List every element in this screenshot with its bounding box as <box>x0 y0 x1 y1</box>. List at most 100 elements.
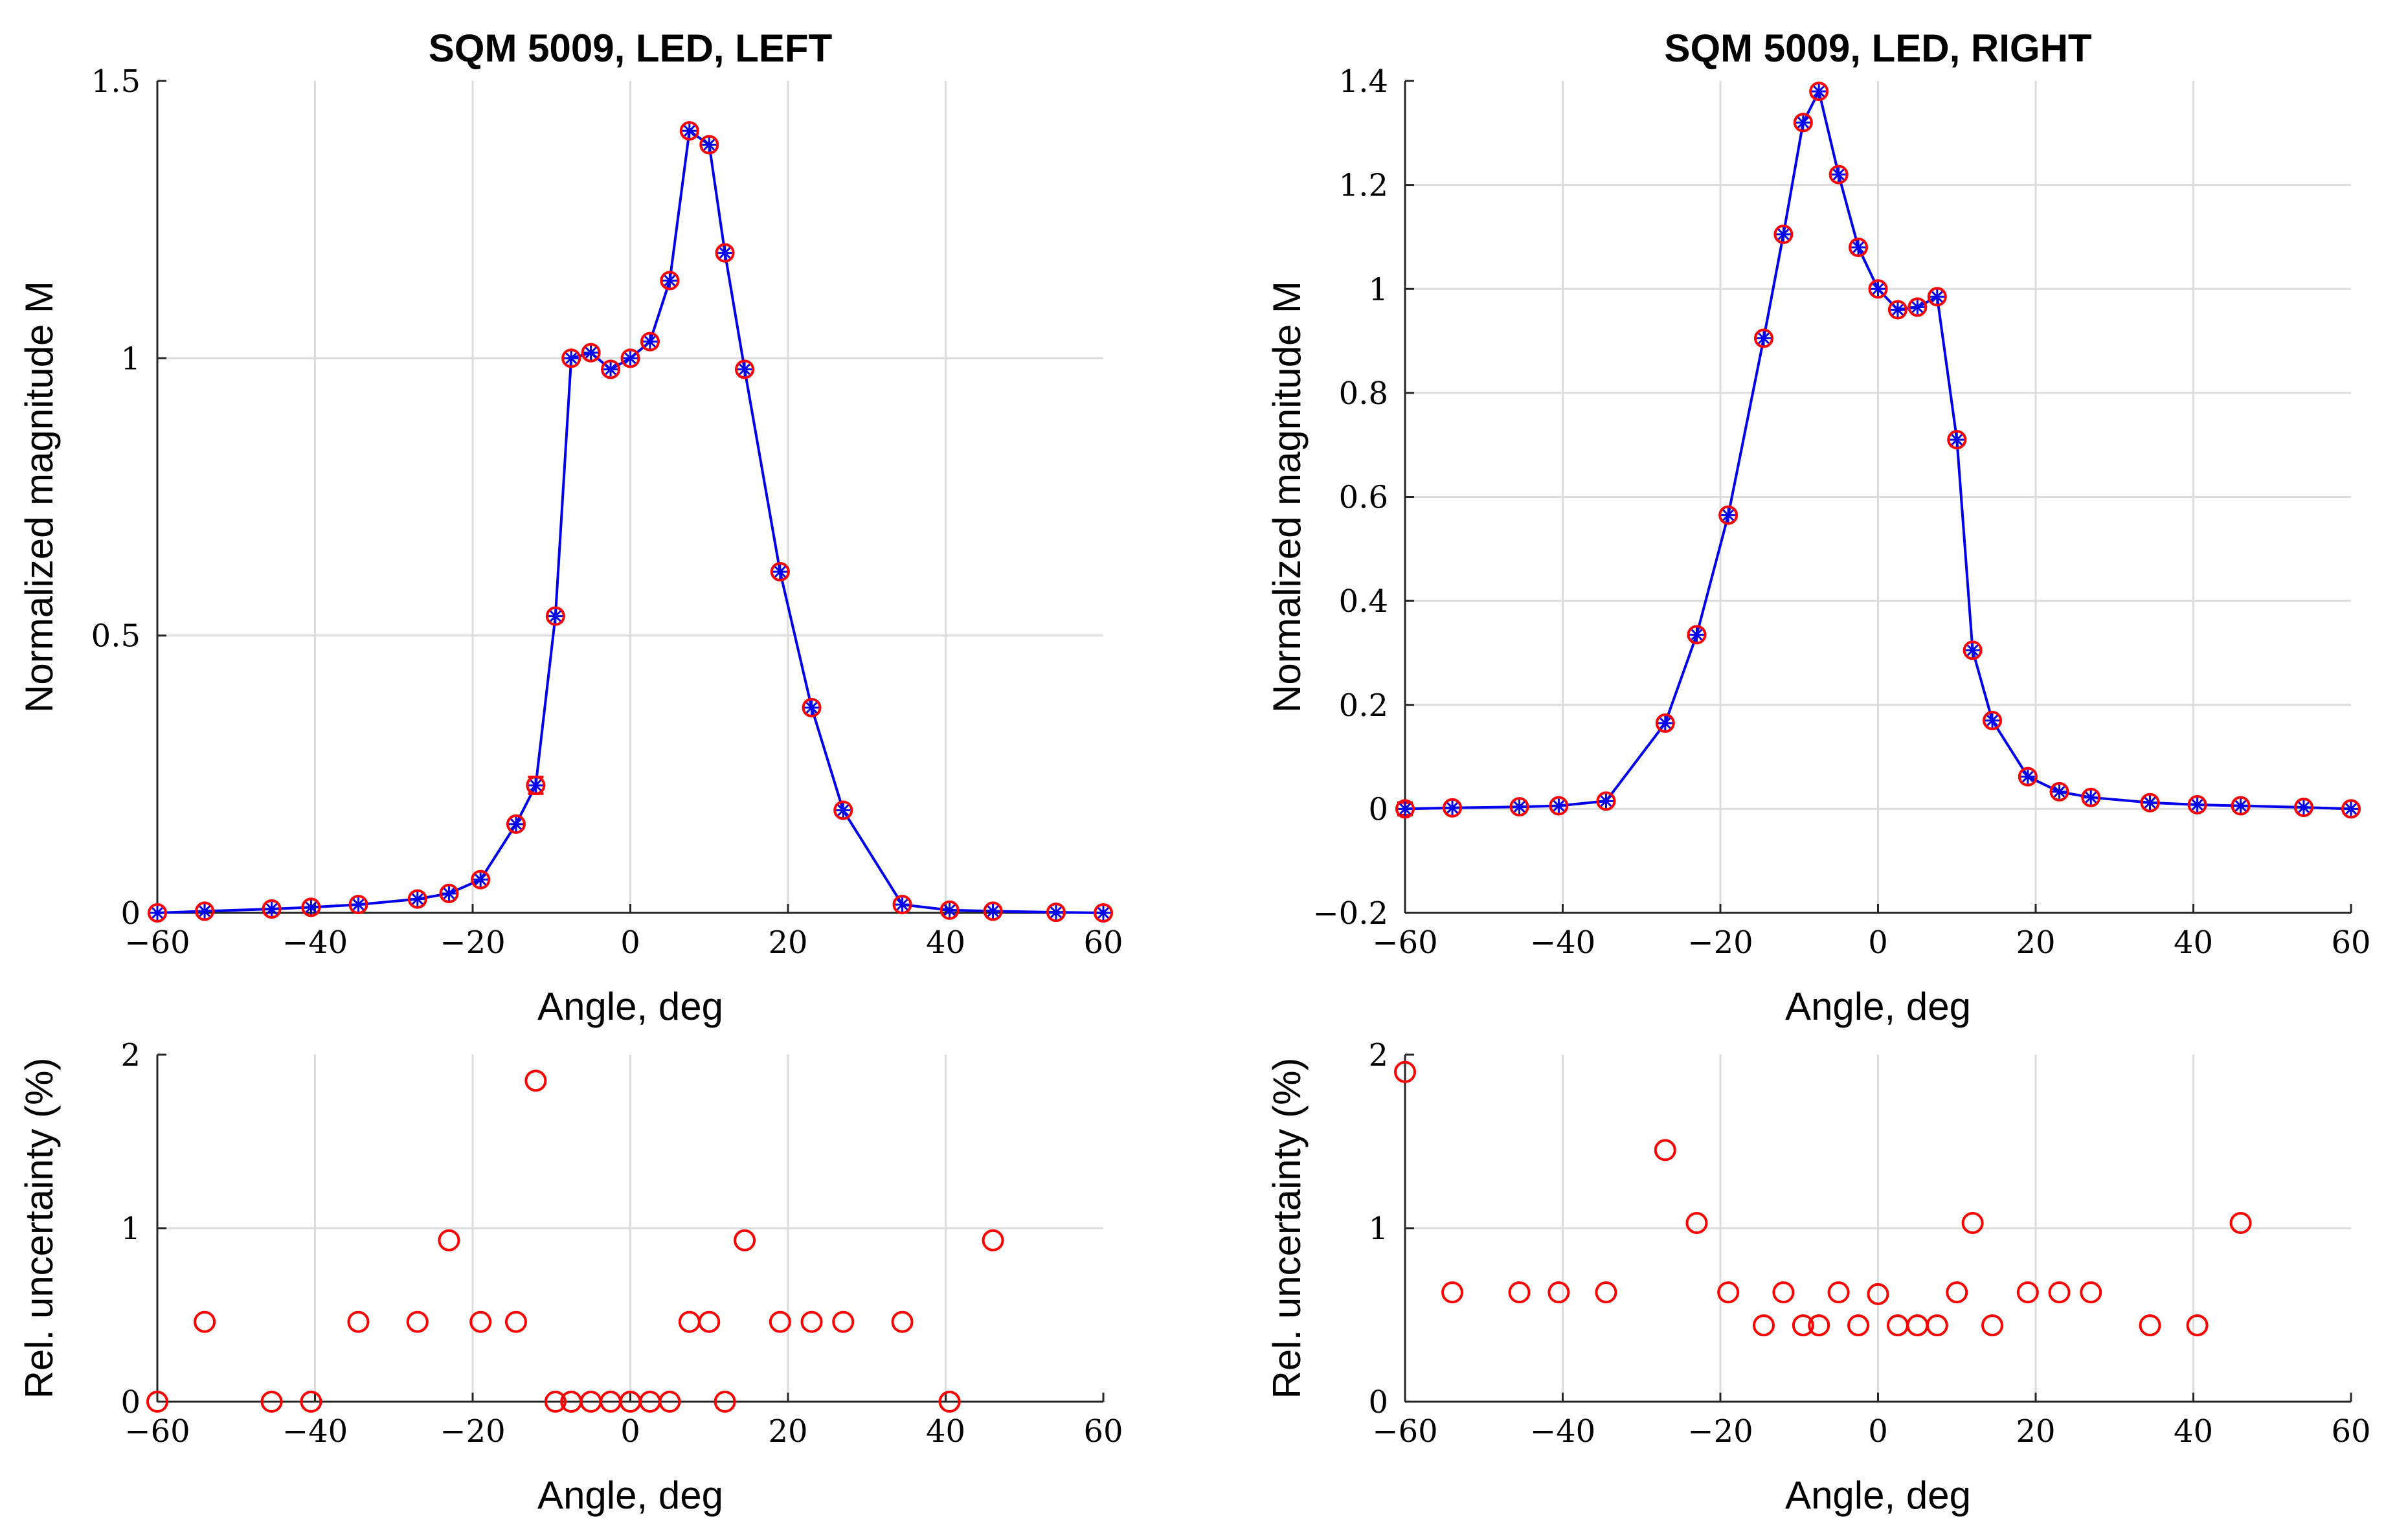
data-point-circle <box>802 698 822 718</box>
data-point <box>1443 798 1463 818</box>
data-point-star <box>585 346 597 359</box>
data-point <box>2139 1314 2161 1337</box>
data-point <box>698 1310 721 1333</box>
data-point-star <box>664 275 676 287</box>
data-point-circle <box>1947 430 1967 450</box>
data-point <box>940 900 960 920</box>
y-tick-label: 0.5 <box>91 618 141 655</box>
data-point <box>983 901 1003 921</box>
x-tick-label: 0 <box>1868 925 1888 961</box>
x-tick-label: −60 <box>1372 1413 1437 1450</box>
data-point-star <box>1691 629 1703 641</box>
data-point-circle <box>1868 279 1888 299</box>
data-point <box>715 243 735 263</box>
x-axis-label: Angle, deg <box>1785 1474 1971 1517</box>
data-point <box>2140 792 2160 813</box>
data-point-star <box>199 905 210 917</box>
data-point-star <box>1553 800 1565 812</box>
data-point-star <box>805 702 818 713</box>
data-point <box>2187 794 2207 814</box>
y-tick-label: 0 <box>120 1384 141 1420</box>
data-point <box>1847 1314 1870 1337</box>
data-point-circle <box>262 899 282 919</box>
data-point <box>1907 297 1928 317</box>
data-point <box>194 1310 216 1333</box>
data-point-circle <box>1655 713 1675 733</box>
data-point-star <box>530 780 542 791</box>
data-point-star <box>1966 644 1979 656</box>
data-point <box>2080 1281 2102 1304</box>
data-point <box>1752 1314 1775 1337</box>
data-point <box>1849 238 1869 257</box>
data-point <box>2016 1281 2039 1304</box>
data-point-star <box>475 873 487 886</box>
data-point-star <box>152 907 163 919</box>
data-point <box>1946 1281 1968 1304</box>
chart-title: SQM 5009, LED, RIGHT <box>1664 27 2091 70</box>
chart-title: SQM 5009, LED, LEFT <box>429 27 832 70</box>
data-point <box>195 901 215 921</box>
data-point <box>347 1310 370 1333</box>
x-tick-label: 60 <box>2331 925 2370 961</box>
data-point <box>1395 799 1415 819</box>
data-point <box>581 342 601 363</box>
data-point <box>802 698 822 718</box>
data-point <box>524 1070 547 1092</box>
data-point-circle <box>1596 791 1616 811</box>
data-point <box>1947 430 1967 450</box>
y-tick-label: 1 <box>1368 1211 1388 1247</box>
x-tick-label: −20 <box>440 1413 505 1450</box>
y-axis-label: Normalized magnitude M <box>1265 281 1309 713</box>
data-point-circle <box>1773 224 1794 244</box>
data-point <box>1509 797 1529 817</box>
data-point <box>1926 1314 1948 1337</box>
data-point-circle <box>148 903 167 923</box>
data-point-star <box>837 804 850 816</box>
data-point-circle <box>1907 297 1928 317</box>
data-point <box>2341 799 2361 819</box>
data-point-star <box>1797 117 1809 129</box>
y-tick-label: 1.5 <box>91 63 141 100</box>
data-point-circle <box>2231 796 2251 816</box>
data-point <box>2049 781 2069 802</box>
data-point <box>406 1310 429 1333</box>
data-point-circle <box>601 359 621 379</box>
data-point <box>545 606 565 626</box>
data-point <box>679 121 699 141</box>
x-tick-label: −20 <box>440 925 505 961</box>
x-tick-label: −60 <box>124 925 190 961</box>
y-tick-label: 2 <box>120 1037 141 1073</box>
data-point <box>938 1391 961 1413</box>
data-point-star <box>2345 803 2357 815</box>
data-point <box>1868 279 1888 299</box>
data-point <box>1961 1211 1984 1234</box>
x-tick-label: −40 <box>1530 925 1595 961</box>
data-point-star <box>739 363 750 376</box>
data-point <box>1685 1211 1708 1234</box>
data-point <box>561 348 581 368</box>
data-point-star <box>510 818 522 830</box>
data-point <box>544 1391 567 1413</box>
x-axis-label: Angle, deg <box>1785 985 1971 1028</box>
data-point-star <box>1600 795 1612 807</box>
data-point-circle <box>1718 505 1738 525</box>
data-point-star <box>719 247 731 259</box>
data-point-circle <box>1809 82 1829 102</box>
data-point-circle <box>1887 300 1907 320</box>
x-tick-label: 20 <box>2016 925 2055 961</box>
data-point <box>301 897 321 917</box>
data-point-circle <box>545 606 565 626</box>
data-point-star <box>987 905 999 917</box>
data-point-circle <box>770 562 790 582</box>
data-point <box>892 895 912 915</box>
data-point-circle <box>679 121 699 141</box>
data-point-star <box>265 903 278 915</box>
x-tick-label: −40 <box>1530 1413 1595 1450</box>
y-tick-label: 0.6 <box>1339 480 1388 516</box>
data-point <box>769 1310 791 1333</box>
x-tick-label: 40 <box>926 1413 965 1450</box>
data-point-star <box>624 352 636 365</box>
data-point-star <box>443 888 455 899</box>
x-tick-label: −40 <box>282 925 348 961</box>
data-point-circle <box>1793 113 1813 133</box>
